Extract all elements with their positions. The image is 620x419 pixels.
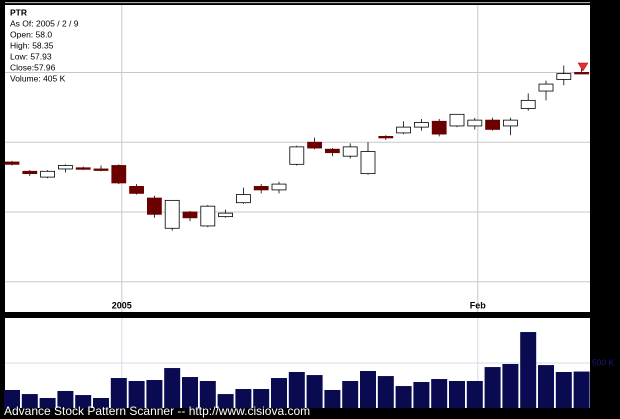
candle-body [164, 199, 180, 229]
volume-bar [110, 378, 127, 408]
volume-bar [93, 398, 109, 408]
candle-body [93, 168, 109, 171]
volume-bar [306, 375, 323, 408]
y-tick-label: 500 K [592, 357, 615, 367]
candle-body [520, 99, 536, 109]
candle-body [556, 73, 572, 80]
candle-body [58, 165, 73, 170]
volume-bar [484, 367, 501, 408]
y-tick-label: 58 [595, 67, 605, 77]
y-tick-label: 49 [595, 276, 605, 286]
volume-bar [431, 379, 448, 408]
volume-bar [128, 381, 145, 408]
y-tick-label: 55 [595, 137, 605, 147]
volume-bar [360, 371, 376, 408]
volume-bar [395, 386, 412, 408]
info-line: Low: 57.93 [10, 51, 52, 61]
info-line: Close:57.96 [10, 62, 56, 72]
candle-body [431, 120, 447, 135]
volume-bar [75, 395, 92, 408]
candle-body [129, 186, 145, 194]
candle-body [324, 148, 340, 154]
y-tick-label: 52 [595, 206, 605, 216]
volume-bar [253, 389, 270, 408]
candle-body [271, 183, 287, 191]
volume-bar [449, 381, 465, 408]
candle-body [289, 146, 305, 165]
candle-body [75, 167, 91, 170]
y-tick-label: 61 [595, 3, 605, 13]
info-line: Volume: 405 K [10, 73, 66, 83]
volume-bar [466, 381, 483, 408]
signal-marker [577, 62, 589, 72]
candle-body [218, 212, 234, 218]
volume-bar [271, 378, 287, 408]
volume-bar [288, 372, 305, 408]
candle-body [502, 119, 518, 127]
candle-body [360, 151, 376, 175]
candle-body [200, 205, 216, 227]
caption: Advance Stock Pattern Scanner -- http://… [4, 404, 310, 418]
volume-bar [164, 368, 181, 408]
volume-bar [4, 390, 20, 408]
volume-bar [39, 398, 56, 408]
volume-bar [324, 390, 341, 408]
chart-title: PTR [10, 7, 27, 17]
candle-body [413, 122, 429, 128]
volume-bar [217, 394, 234, 408]
candle-body [146, 197, 162, 215]
candle-body [538, 83, 554, 92]
volume-bar [573, 371, 590, 408]
volume-bar [413, 381, 430, 408]
info-line: As Of: 2005 / 2 / 9 [10, 18, 79, 28]
x-tick-label: 2005 [112, 300, 132, 310]
candle-body [485, 119, 501, 130]
candle-body [449, 113, 465, 127]
volume-bar [57, 390, 74, 408]
candle-body [396, 126, 412, 134]
volume-bar [21, 394, 38, 408]
volume-bar [342, 381, 359, 408]
volume-bar [199, 381, 216, 408]
candle-body [307, 141, 323, 149]
candle-body [182, 211, 198, 219]
volume-bar [520, 332, 537, 408]
volume-bar [555, 372, 572, 408]
candle-body [22, 170, 38, 175]
volume-bar [146, 380, 163, 408]
volume-bar [235, 389, 252, 408]
candle-body [342, 146, 358, 157]
volume-bar [377, 376, 394, 408]
candle-body [40, 170, 55, 178]
volume-bar [538, 365, 554, 408]
info-line: High: 58.35 [10, 40, 54, 50]
info-line: Open: 58.0 [10, 29, 52, 39]
x-tick-label: Feb [470, 300, 487, 310]
candle-body [235, 194, 251, 204]
volume-bar [502, 363, 519, 408]
candle-body [574, 72, 589, 75]
candle-body [4, 161, 20, 165]
candle-body [378, 136, 394, 139]
candle-body [253, 186, 269, 191]
candle-body [467, 119, 483, 127]
volume-bar [182, 377, 198, 408]
candle-body [111, 165, 127, 184]
